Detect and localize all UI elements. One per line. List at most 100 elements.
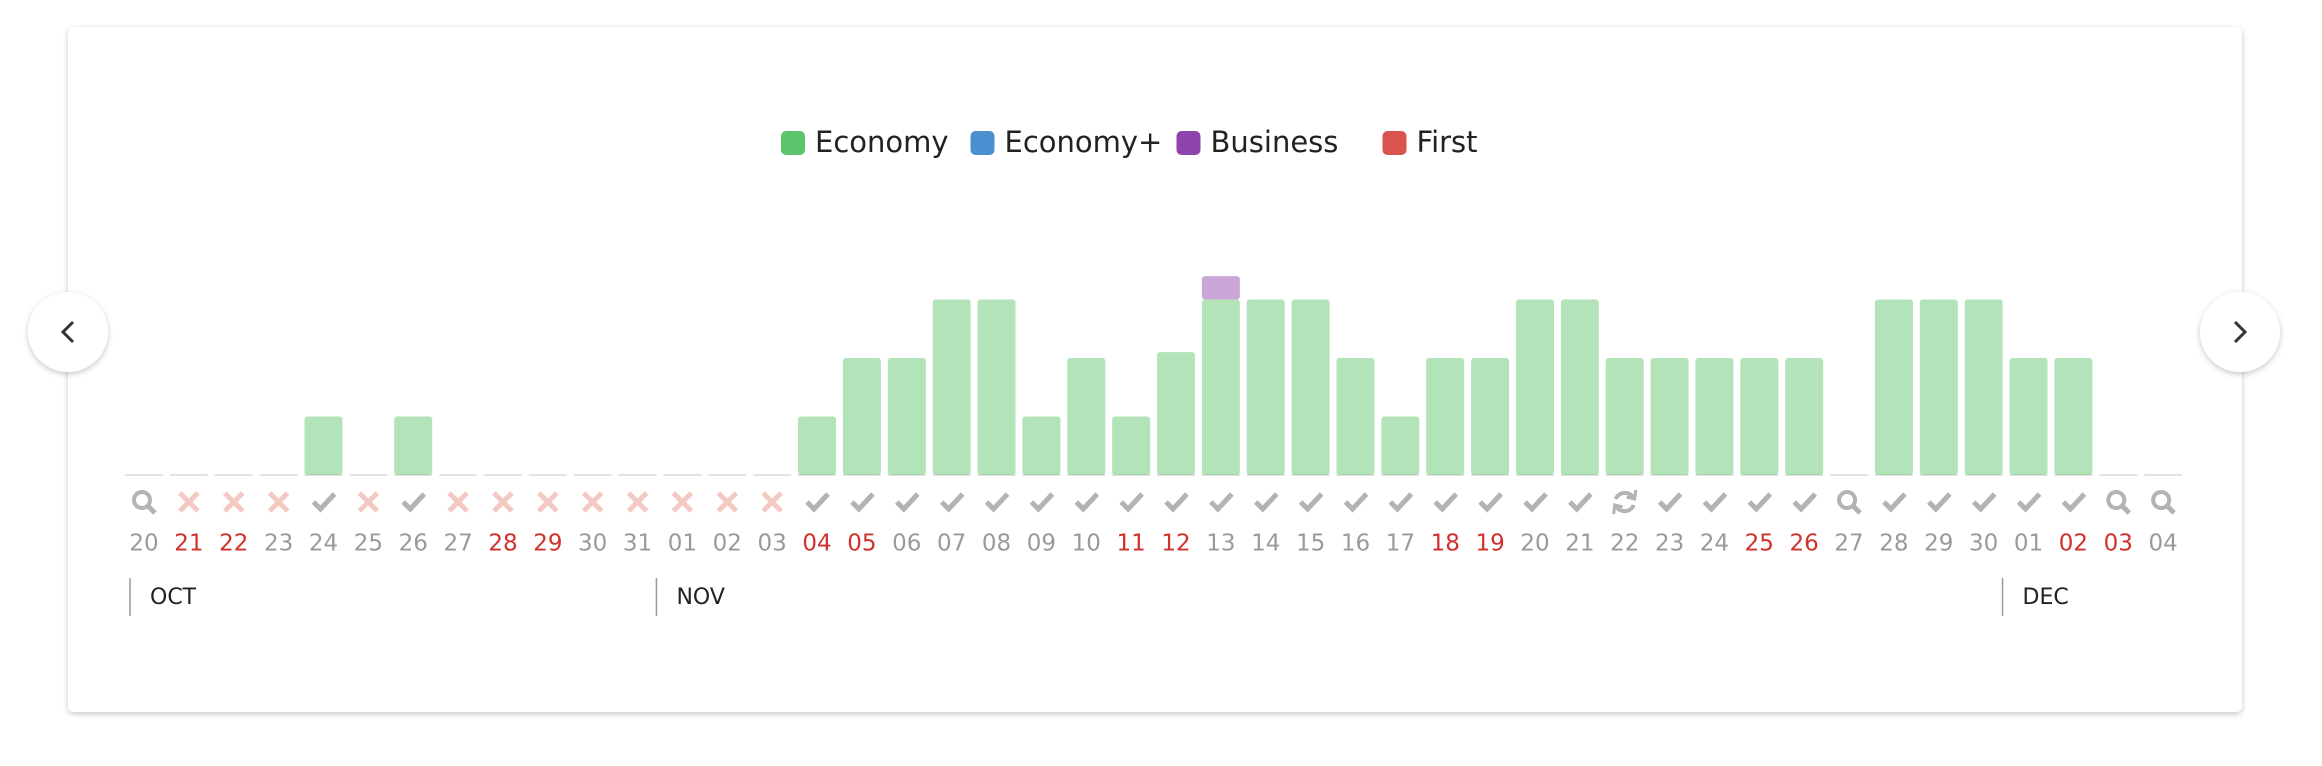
status-check bbox=[2061, 492, 2087, 513]
bar-segment bbox=[304, 416, 343, 475]
day-label: 01 bbox=[668, 531, 697, 557]
status-unavailable bbox=[267, 491, 290, 513]
bar-segment bbox=[1201, 299, 1240, 475]
day-label: 05 bbox=[847, 531, 876, 557]
status-unavailable bbox=[761, 491, 783, 513]
status-check bbox=[1433, 492, 1459, 513]
bar-segment bbox=[1022, 416, 1061, 475]
prev-arrow[interactable] bbox=[60, 320, 75, 344]
status-search-handle bbox=[1851, 504, 1862, 515]
prev-button[interactable] bbox=[28, 292, 108, 372]
next-button[interactable] bbox=[2200, 292, 2280, 372]
status-check bbox=[1343, 492, 1369, 513]
status-unavailable bbox=[178, 491, 200, 513]
bar-segment bbox=[1785, 358, 1824, 475]
bar-segment bbox=[1336, 358, 1375, 475]
legend-label: Business bbox=[1211, 125, 1339, 159]
status-check bbox=[939, 492, 965, 513]
status-check bbox=[1253, 492, 1279, 513]
bar-segment bbox=[1919, 299, 1958, 475]
day-label: 24 bbox=[309, 531, 338, 557]
day-label: 10 bbox=[1072, 531, 1101, 557]
bar-segment bbox=[1201, 276, 1240, 300]
status-check bbox=[1747, 492, 1773, 513]
bar-segment bbox=[1740, 358, 1779, 475]
day-label: 20 bbox=[129, 531, 158, 557]
legend-swatch bbox=[781, 131, 805, 155]
bar-segment bbox=[1695, 358, 1734, 475]
status-search bbox=[2106, 490, 2127, 510]
status-search-handle bbox=[2120, 504, 2132, 515]
bar-segment bbox=[932, 299, 971, 475]
legend-item[interactable]: Business bbox=[1176, 125, 1339, 159]
bar-segment bbox=[1381, 416, 1420, 475]
day-label: 30 bbox=[1969, 531, 1998, 557]
day-label: 03 bbox=[758, 531, 787, 557]
bar-segment bbox=[1067, 358, 1106, 475]
day-label: 13 bbox=[1206, 531, 1235, 557]
status-unavailable bbox=[581, 491, 604, 513]
status-unavailable bbox=[716, 491, 739, 513]
bar-segment bbox=[1650, 358, 1689, 475]
day-label: 07 bbox=[937, 531, 966, 557]
prev-circle[interactable] bbox=[28, 292, 108, 372]
month-label: OCT bbox=[150, 585, 197, 610]
status-check bbox=[1029, 492, 1055, 513]
status-check bbox=[1298, 492, 1324, 513]
bar-segment bbox=[1426, 358, 1465, 475]
status-unavailable bbox=[537, 491, 559, 513]
status-check bbox=[2016, 492, 2042, 513]
day-label: 08 bbox=[982, 531, 1011, 557]
bar-segment bbox=[2009, 358, 2048, 475]
day-label: 12 bbox=[1161, 531, 1190, 557]
status-search-handle bbox=[146, 504, 157, 515]
day-label: 02 bbox=[713, 531, 742, 557]
bar-segment bbox=[1471, 358, 1510, 475]
status-check bbox=[1927, 492, 1952, 513]
status-check bbox=[1523, 492, 1548, 513]
status-check bbox=[1478, 492, 1503, 513]
status-check bbox=[1568, 492, 1593, 513]
day-label: 17 bbox=[1386, 531, 1415, 557]
day-label: 24 bbox=[1700, 531, 1729, 557]
day-label: 31 bbox=[623, 531, 652, 557]
day-label: 14 bbox=[1251, 531, 1280, 557]
legend-label: First bbox=[1417, 125, 1478, 159]
status-check bbox=[1119, 492, 1144, 513]
status-unavailable bbox=[626, 491, 649, 513]
day-label: 16 bbox=[1341, 531, 1370, 557]
status-check bbox=[1882, 492, 1907, 513]
day-label: 04 bbox=[2149, 531, 2178, 557]
status-unavailable bbox=[357, 491, 380, 513]
bar-segment bbox=[1560, 299, 1599, 475]
status-check bbox=[1702, 492, 1728, 513]
next-arrow[interactable] bbox=[2233, 320, 2248, 344]
day-label: 27 bbox=[1834, 531, 1863, 557]
next-circle[interactable] bbox=[2200, 292, 2280, 372]
day-label: 15 bbox=[1296, 531, 1325, 557]
status-check bbox=[1388, 492, 1414, 513]
day-label: 30 bbox=[578, 531, 607, 557]
status-check bbox=[401, 492, 427, 513]
status-check bbox=[805, 492, 830, 513]
status-search bbox=[2151, 490, 2172, 510]
day-label: 29 bbox=[1924, 531, 1953, 557]
day-label: 21 bbox=[174, 531, 203, 557]
bar-segment bbox=[977, 299, 1016, 475]
day-label: 29 bbox=[533, 531, 562, 557]
day-label: 20 bbox=[1520, 531, 1549, 557]
bar-segment bbox=[842, 358, 881, 475]
month-label: DEC bbox=[2023, 585, 2069, 610]
status-check bbox=[1209, 492, 1234, 513]
day-label: 28 bbox=[488, 531, 517, 557]
bar-segment bbox=[1246, 299, 1285, 475]
card bbox=[68, 27, 2242, 712]
status-check bbox=[984, 492, 1010, 513]
day-label: 18 bbox=[1431, 531, 1460, 557]
legend-item[interactable]: Economy+ bbox=[970, 125, 1163, 159]
status-unavailable bbox=[671, 491, 694, 513]
plot: Economy Economy+ Business First OCT 20 21 22 23 2… bbox=[125, 125, 2183, 616]
legend-item[interactable]: Economy bbox=[781, 125, 949, 159]
legend-item[interactable]: First bbox=[1382, 125, 1478, 159]
